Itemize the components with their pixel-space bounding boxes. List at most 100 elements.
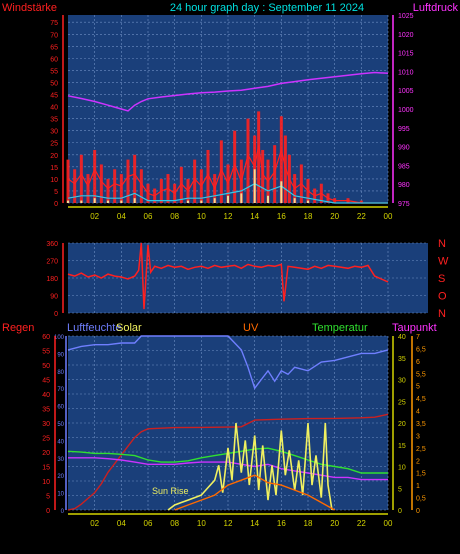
wind-tick-label: 70 xyxy=(50,32,58,39)
wind-tick-label: 40 xyxy=(50,105,58,112)
rain-tick-label: 0 xyxy=(46,508,50,515)
temperature-tick-label: 10 xyxy=(398,465,406,472)
wind-tick-label: 50 xyxy=(50,80,58,87)
uv-tick-label: 4 xyxy=(416,409,420,416)
direction-tick-label: 270 xyxy=(46,259,58,266)
rain-line xyxy=(67,413,389,511)
hour-tick-label: 04 xyxy=(117,519,126,528)
wind-tick-label: 45 xyxy=(50,93,58,100)
uv-label: UV xyxy=(243,322,259,334)
pressure-tick-label: 990 xyxy=(398,145,410,152)
uv-tick-label: 2,5 xyxy=(416,446,426,453)
wind-tick-label: 35 xyxy=(50,117,58,124)
uv-line xyxy=(174,474,336,511)
temperature-tick-label: 5 xyxy=(398,486,402,493)
compass-letter: N xyxy=(438,238,446,250)
rain-tick-label: 20 xyxy=(42,450,50,457)
wind-pressure-series xyxy=(66,71,389,204)
hour-tick-label: 20 xyxy=(330,212,339,221)
humidity-tick-label: 90 xyxy=(57,352,64,358)
uv-tick-label: 3,5 xyxy=(416,421,426,428)
wind-tick-label: 0 xyxy=(54,201,58,208)
humidity-line xyxy=(67,335,389,390)
wind-tick-label: 30 xyxy=(50,129,58,136)
direction-tick-label: 90 xyxy=(50,294,58,301)
rain-humidity-solar-chart: 0510152025303540455055600102030405060708… xyxy=(42,334,426,528)
wind-tick-label: 75 xyxy=(50,20,58,27)
rain-tick-label: 45 xyxy=(42,378,50,385)
humidity-tick-label: 40 xyxy=(57,439,64,445)
hour-tick-label: 00 xyxy=(384,519,393,528)
compass-letter: W xyxy=(438,256,449,268)
direction-tick-label: 360 xyxy=(46,241,58,248)
humidity-tick-label: 70 xyxy=(57,387,64,393)
compass-letter: N xyxy=(438,308,446,320)
wind-tick-label: 25 xyxy=(50,141,58,148)
rain-tick-label: 35 xyxy=(42,407,50,414)
pressure-axis-label: Luftdruck xyxy=(413,2,459,14)
pressure-tick-label: 1025 xyxy=(398,13,414,20)
wind-line xyxy=(67,145,388,204)
direction-line xyxy=(67,242,389,310)
sun-rise-annotation: Sun Rise xyxy=(152,486,189,496)
rain-humidity-series xyxy=(67,335,389,511)
wind-tick-label: 5 xyxy=(54,189,58,196)
dewpoint-label: Taupunkt xyxy=(392,322,437,334)
pressure-tick-label: 980 xyxy=(398,182,410,189)
humidity-tick-label: 50 xyxy=(57,422,64,428)
rain-tick-label: 15 xyxy=(42,465,50,472)
humidity-tick-label: 60 xyxy=(57,405,64,411)
solar-label: Solar xyxy=(116,322,142,334)
wind-tick-label: 10 xyxy=(50,177,58,184)
hour-tick-label: 08 xyxy=(170,212,179,221)
hour-tick-label: 02 xyxy=(90,519,99,528)
temperature-tick-label: 35 xyxy=(398,356,406,363)
uv-tick-label: 1 xyxy=(416,483,420,490)
wind_avg-line xyxy=(67,183,388,204)
rain-tick-label: 5 xyxy=(46,494,50,501)
rain-tick-label: 55 xyxy=(42,349,50,356)
hour-tick-label: 22 xyxy=(357,212,366,221)
hour-tick-label: 12 xyxy=(224,212,233,221)
humidity-tick-label: 100 xyxy=(54,335,65,341)
pressure-tick-label: 985 xyxy=(398,163,410,170)
temperature-tick-label: 0 xyxy=(398,508,402,515)
uv-tick-label: 7 xyxy=(416,334,420,341)
rain-label: Regen xyxy=(2,322,34,334)
rain-tick-label: 40 xyxy=(42,392,50,399)
rain-tick-label: 10 xyxy=(42,479,50,486)
humidity-tick-label: 30 xyxy=(57,457,64,463)
wind-tick-label: 60 xyxy=(50,56,58,63)
hour-tick-label: 18 xyxy=(304,519,313,528)
hour-tick-label: 16 xyxy=(277,519,286,528)
hour-tick-label: 18 xyxy=(304,212,313,221)
hour-tick-label: 10 xyxy=(197,212,206,221)
hour-tick-label: 22 xyxy=(357,519,366,528)
pressure-line xyxy=(67,71,389,112)
hour-tick-label: 06 xyxy=(144,519,153,528)
uv-tick-label: 1,5 xyxy=(416,471,426,478)
temperature-tick-label: 15 xyxy=(398,443,406,450)
pressure-tick-label: 975 xyxy=(398,201,410,208)
uv-tick-label: 6,5 xyxy=(416,346,426,353)
temperature-tick-label: 40 xyxy=(398,334,406,341)
pressure-tick-label: 1010 xyxy=(398,69,414,76)
temperature-tick-label: 25 xyxy=(398,399,406,406)
wind-axis-label: Windstärke xyxy=(2,2,57,14)
direction-tick-label: 0 xyxy=(54,311,58,318)
pressure-tick-label: 1000 xyxy=(398,107,414,114)
rain-tick-label: 30 xyxy=(42,421,50,428)
hour-tick-label: 16 xyxy=(277,212,286,221)
pressure-tick-label: 995 xyxy=(398,126,410,133)
uv-tick-label: 0,5 xyxy=(416,496,426,503)
uv-tick-label: 3 xyxy=(416,433,420,440)
wind-tick-label: 55 xyxy=(50,68,58,75)
hour-tick-label: 04 xyxy=(117,212,126,221)
humidity-tick-label: 0 xyxy=(61,509,65,515)
